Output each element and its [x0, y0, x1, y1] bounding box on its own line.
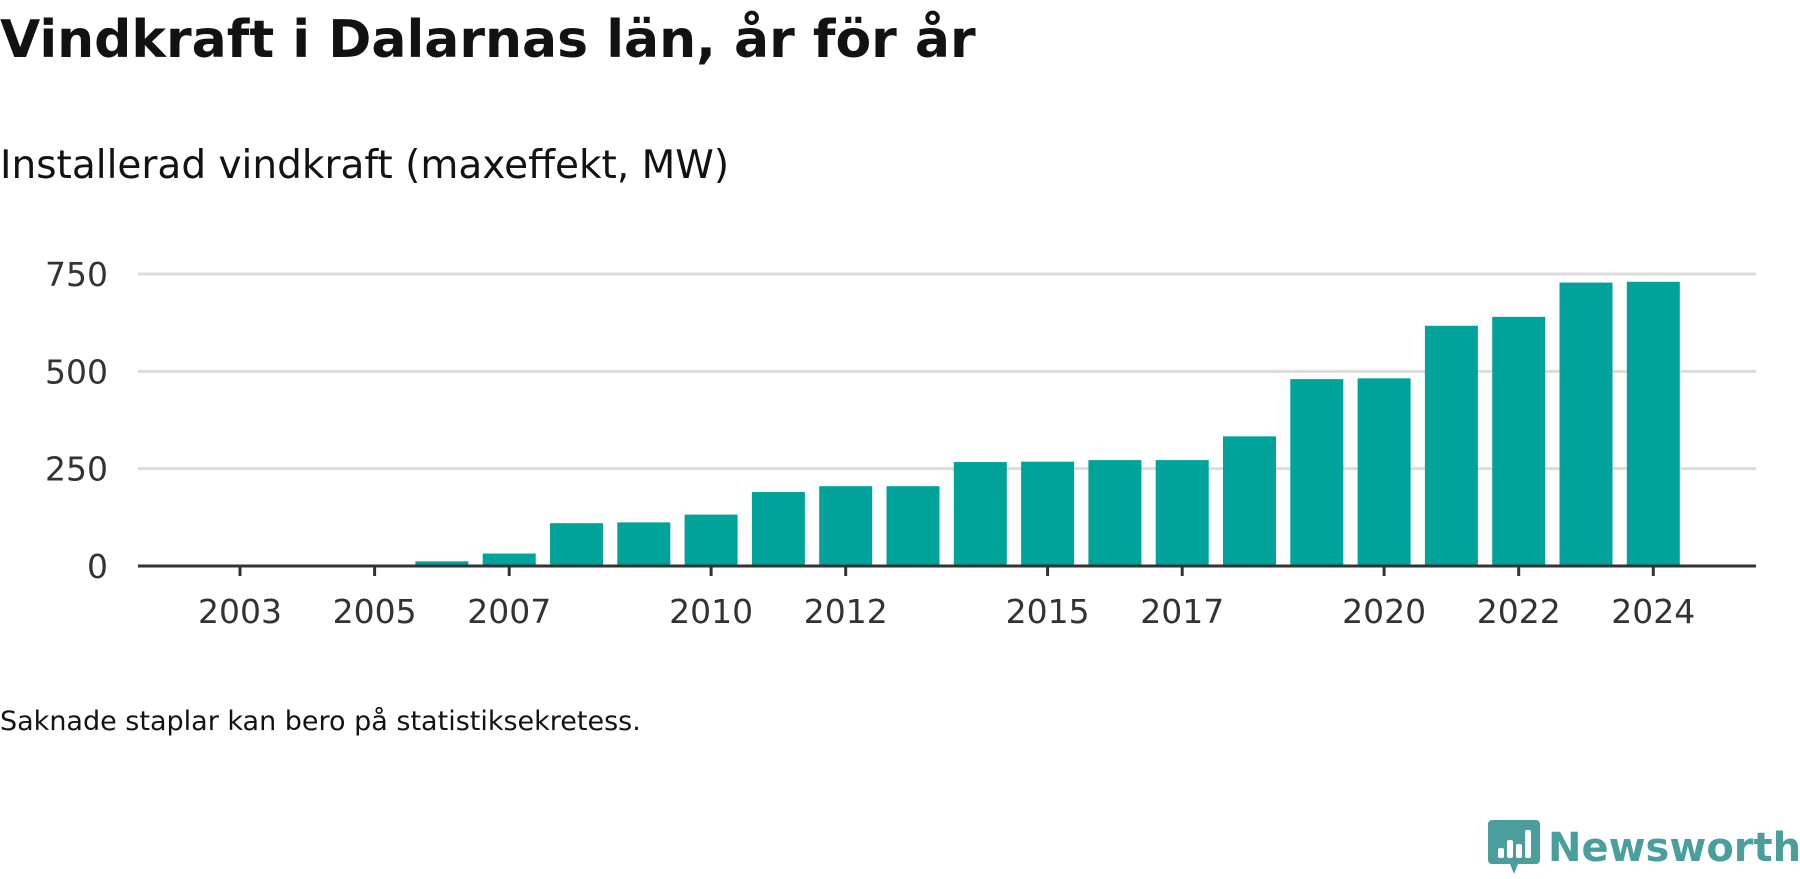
- bar-2023: [1559, 282, 1613, 566]
- y-tick-label: 750: [45, 255, 108, 294]
- y-tick-label: 0: [87, 547, 108, 586]
- bar-2022: [1492, 316, 1546, 566]
- x-tick-label: 2003: [198, 592, 282, 631]
- bar-2020: [1357, 378, 1411, 566]
- y-axis-tick-labels: 0 250 500 750: [45, 255, 108, 586]
- bar-2007: [482, 553, 536, 566]
- bar-2018: [1223, 436, 1276, 566]
- bar-2010: [684, 514, 738, 566]
- bar-2017: [1155, 460, 1209, 566]
- footnote: Saknade staplar kan bero på statistiksek…: [0, 706, 641, 737]
- chart-title: Vindkraft i Dalarnas län, år för år: [0, 10, 976, 70]
- x-tick-label: 2012: [804, 592, 888, 631]
- bar-2016: [1088, 460, 1142, 566]
- x-tick-label: 2020: [1342, 592, 1426, 631]
- bar-2024: [1626, 281, 1680, 566]
- y-tick-label: 500: [45, 352, 108, 391]
- bar-2015: [1021, 461, 1075, 566]
- x-tick-label: 2017: [1140, 592, 1224, 631]
- bar-2012: [819, 486, 873, 566]
- x-axis-tick-labels: 2003 2005 2007 2010 2012 2015 2017 2020 2022 2024: [198, 592, 1695, 631]
- x-tick-label: 2022: [1477, 592, 1561, 631]
- x-tick-label: 2005: [333, 592, 417, 631]
- newsworthy-logo: Newsworthy: [1488, 820, 1800, 876]
- x-tick-label: 2015: [1006, 592, 1090, 631]
- bar-2011: [751, 492, 805, 566]
- bar-2019: [1290, 379, 1344, 566]
- y-tick-label: 250: [45, 450, 108, 489]
- bar-2008: [550, 523, 603, 566]
- bar-2021: [1424, 325, 1478, 566]
- bars: [415, 281, 1680, 566]
- newsworthy-wordmark: Newsworthy: [1548, 825, 1800, 871]
- bar-2006: [415, 561, 469, 566]
- chart-subtitle: Installerad vindkraft (maxeffekt, MW): [0, 143, 730, 188]
- newsworthy-logo-icon: [1488, 820, 1540, 874]
- x-tick-label: 2024: [1611, 592, 1695, 631]
- bar-2009: [617, 522, 671, 566]
- x-tick-label: 2007: [467, 592, 551, 631]
- bar-2013: [886, 486, 940, 566]
- x-tick-label: 2010: [669, 592, 753, 631]
- gridlines: [138, 272, 1756, 471]
- bar-2014: [953, 462, 1007, 566]
- x-axis: [138, 564, 1756, 576]
